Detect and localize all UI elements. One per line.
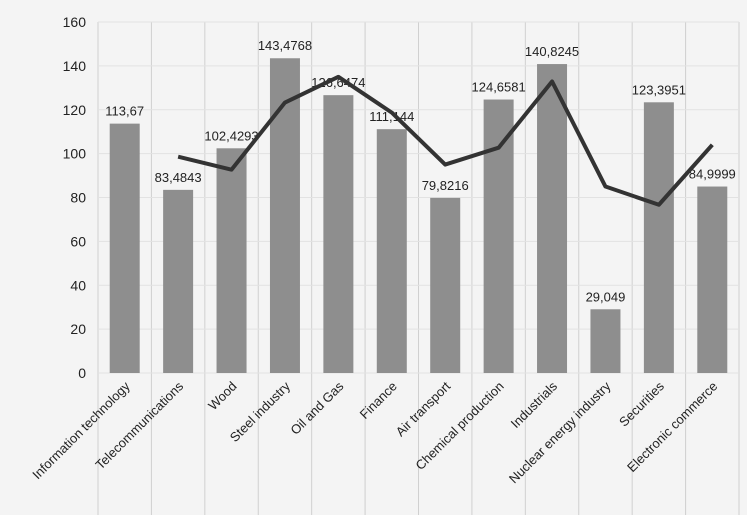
y-tick-label: 140 <box>63 58 87 74</box>
value-label: 79,8216 <box>422 178 469 193</box>
bar <box>269 58 300 373</box>
value-label: 124,6581 <box>472 80 526 95</box>
value-label: 29,049 <box>586 289 626 304</box>
x-tick-label: Oil and Gas <box>287 378 346 437</box>
value-label: 143,4768 <box>258 38 312 53</box>
bar <box>590 309 621 373</box>
value-label: 140,8245 <box>525 44 579 59</box>
value-label: 102,4293 <box>204 128 258 143</box>
bar <box>163 189 194 373</box>
value-label: 83,4843 <box>155 170 202 185</box>
bar <box>483 99 514 373</box>
y-tick-label: 100 <box>63 146 87 162</box>
y-tick-label: 120 <box>63 102 87 118</box>
bar <box>430 197 461 373</box>
y-tick-label: 60 <box>70 233 86 249</box>
x-tick-label: Securities <box>616 378 667 429</box>
bar <box>643 102 674 373</box>
value-label: 111,144 <box>369 109 414 124</box>
x-tick-label: Nuclear energy industry <box>506 378 614 486</box>
value-label: 113,67 <box>105 104 144 119</box>
x-tick-label: Industrials <box>508 378 561 431</box>
x-tick-label: Telecommunications <box>92 378 186 472</box>
value-label: 123,3951 <box>632 82 686 97</box>
y-tick-label: 80 <box>70 190 86 206</box>
y-tick-label: 0 <box>78 365 86 381</box>
x-tick-label: Wood <box>205 379 239 413</box>
y-tick-label: 40 <box>70 277 86 293</box>
x-tick-label: Information technology <box>29 378 133 482</box>
x-tick-label: Finance <box>357 379 400 422</box>
y-tick-label: 20 <box>70 321 86 337</box>
bar <box>216 148 247 373</box>
bar <box>109 123 140 373</box>
x-tick-label: Chemical production <box>412 379 506 473</box>
bar <box>376 129 407 373</box>
bar <box>537 64 568 373</box>
line <box>177 74 714 207</box>
bar <box>697 186 728 373</box>
y-tick-label: 160 <box>63 14 87 30</box>
x-tick-label: Electronic commerce <box>624 379 720 475</box>
value-label: 84,9999 <box>689 167 736 182</box>
bar <box>323 95 354 373</box>
